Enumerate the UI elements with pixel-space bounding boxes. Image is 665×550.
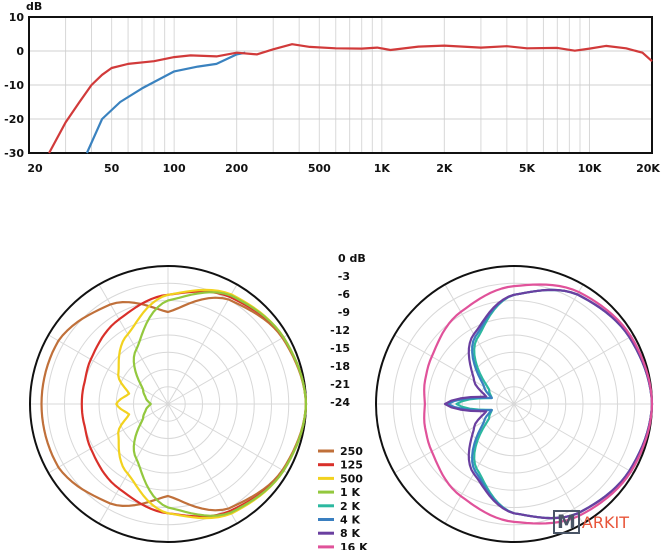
legend-label-16K: 16 K (340, 541, 368, 550)
x-tick-label: 50 (104, 162, 120, 175)
polar-scale-label: -12 (330, 324, 350, 337)
x-tick-label: 100 (163, 162, 186, 175)
watermark-logo: M ARKIT (553, 510, 629, 534)
polar-spoke (394, 334, 515, 405)
polar-spoke (48, 334, 169, 405)
y-axis-label: dB (26, 0, 42, 13)
polar-spoke (394, 403, 515, 474)
polar-plot-2 (375, 265, 654, 543)
legend-label-500: 500 (340, 472, 363, 485)
polar-spoke (513, 334, 634, 405)
plot-frame (28, 16, 653, 154)
legend-label-250: 250 (340, 445, 363, 458)
polar-spoke (513, 403, 634, 474)
polar-spoke (444, 284, 515, 405)
response-line-0 (48, 43, 653, 154)
watermark-text: ARKIT (581, 512, 629, 532)
polar-scale-label: -21 (330, 378, 350, 391)
y-tick-label: -10 (4, 79, 24, 92)
polar-spoke (513, 403, 584, 524)
legend-label-4K: 4 K (340, 514, 360, 527)
x-tick-label: 20K (636, 162, 660, 175)
polar-spoke (167, 334, 288, 405)
polar-scale-label: -9 (338, 306, 350, 319)
polar-spoke (48, 403, 169, 474)
legend-label-8K: 8 K (340, 527, 360, 540)
polar-scale-label: -6 (338, 288, 351, 301)
polar-spoke (444, 403, 515, 524)
polar-scale-label: -3 (338, 270, 350, 283)
polar-scale-label: -18 (330, 360, 350, 373)
legend-label-125: 125 (340, 459, 363, 472)
polar-scale-label: -15 (330, 342, 350, 355)
y-tick-label: -30 (4, 147, 24, 160)
x-tick-label: 500 (308, 162, 331, 175)
polar-series-1K (132, 291, 308, 517)
watermark-box: M (553, 510, 580, 534)
polar-spoke (167, 403, 238, 524)
polar-plot-1 (29, 265, 308, 543)
x-tick-label: 10K (578, 162, 602, 175)
polar-spoke (513, 284, 584, 405)
y-tick-label: -20 (4, 113, 24, 126)
polar-spoke (167, 403, 288, 474)
polar-scale-label: 0 dB (338, 252, 366, 265)
y-tick-label: 0 (16, 45, 24, 58)
legend-label-1K: 1 K (340, 486, 360, 499)
x-tick-label: 20 (27, 162, 43, 175)
y-tick-label: 10 (9, 11, 25, 24)
x-tick-label: 200 (225, 162, 248, 175)
x-tick-label: 1K (374, 162, 391, 175)
x-tick-label: 5K (519, 162, 536, 175)
response-line-1 (85, 51, 246, 154)
legend-label-2K: 2 K (340, 500, 360, 513)
polar-scale-label: -24 (330, 396, 350, 409)
polar-spoke (167, 284, 238, 405)
x-tick-label: 2K (436, 162, 453, 175)
polar-series-16K (423, 283, 654, 525)
